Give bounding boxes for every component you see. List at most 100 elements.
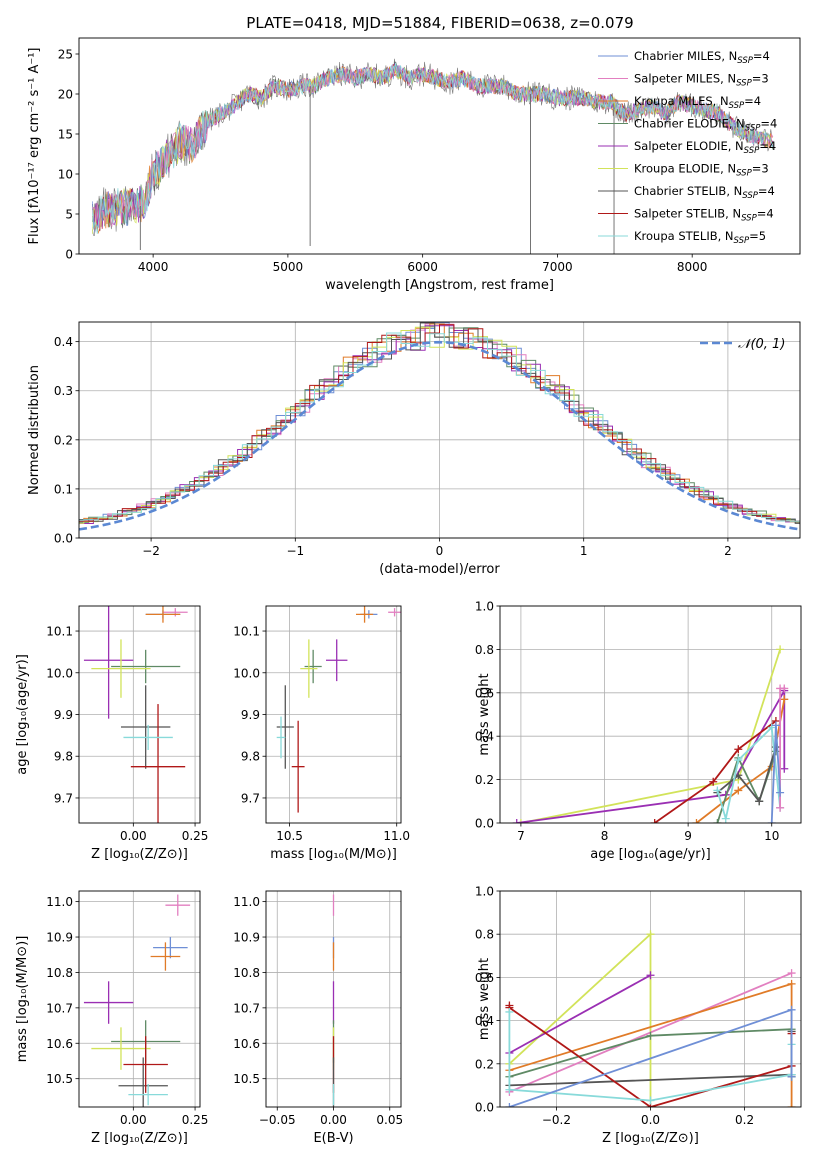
legend-entry: Chabrier STELIB, NSSP=4 (634, 184, 775, 201)
weight-series-chabrier-miles (767, 721, 785, 823)
y-tick-label: 10.6 (233, 1037, 260, 1051)
weight-marker (646, 971, 655, 980)
y-axis-label: mass weight (477, 673, 492, 755)
x-tick-label: 0.25 (182, 1113, 209, 1127)
model-spectrum-kroupa-stelib (92, 62, 774, 235)
legend-text: Salpeter STELIB, N (634, 207, 741, 221)
errorbar-chabrier-stelib (118, 1057, 168, 1107)
weight-marker (787, 979, 796, 988)
weight-marker (771, 721, 780, 730)
legend-entry: Kroupa ELODIE, NSSP=3 (634, 162, 769, 179)
x-tick-label: 4000 (138, 260, 169, 274)
weight-marker (787, 969, 796, 978)
y-tick-label: 10.1 (46, 625, 73, 639)
weight-series-salpeter-elodie (512, 686, 789, 823)
x-tick-label: 2 (724, 544, 732, 558)
plot-age-vs-mass: 10.5 11.0 9.7 9.8 9.9 10.0 10.1 mass [log₁₀(M/M… (233, 605, 410, 862)
plot-area-spectrum (92, 58, 774, 254)
legend-subscript: SSP (736, 169, 752, 179)
y-tick-label: 0.6 (475, 686, 494, 700)
weight-marker (787, 1005, 796, 1014)
x-tick-label: 9 (684, 829, 692, 843)
y-tick-label: 0.8 (475, 928, 494, 942)
legend-entry: Chabrier MILES, NSSP=4 (634, 49, 770, 66)
errorbar-kroupa-miles (356, 606, 374, 623)
y-tick-label: 9.8 (54, 750, 73, 764)
weight-series-kroupa-elodie (505, 930, 655, 1105)
y-axis-label: age [log₁₀(age/yr)] (15, 654, 30, 775)
errorbar-chabrier-miles (153, 937, 188, 959)
errorbar-salpeter-miles (165, 894, 191, 916)
y-axis-label: mass weight (477, 958, 492, 1040)
y-tick-label: 10.6 (46, 1037, 73, 1051)
normal-curve (79, 340, 800, 531)
y-tick-label: 0.2 (475, 1057, 494, 1071)
errorbar-salpeter-stelib (291, 720, 305, 813)
legend-count: =4 (759, 139, 776, 153)
errorbar-kroupa-miles (150, 942, 181, 971)
x-tick-label: 0.00 (120, 1113, 147, 1127)
histogram-chabrier-stelib (79, 322, 800, 524)
y-tick-label: 0.8 (475, 643, 494, 657)
weight-marker (776, 803, 785, 812)
weight-marker (713, 819, 722, 823)
plot-spectrum: 4000 5000 6000 7000 8000 0 5 10 15 20 25 wavelength… (27, 37, 801, 293)
weight-marker (734, 786, 743, 795)
legend-entry: Kroupa STELIB, NSSP=5 (634, 229, 766, 246)
legend-subscript: SSP (729, 101, 745, 111)
y-tick-label: 0.6 (475, 971, 494, 985)
plot-area-age-vs-mass (276, 606, 401, 813)
y-tick-label: 11.0 (46, 895, 73, 909)
errorbar-chabrier-elodie (304, 649, 322, 684)
weight-line (716, 751, 777, 823)
x-tick-label: 10.5 (276, 829, 303, 843)
axes-frame (499, 605, 802, 824)
errorbar-salpeter-stelib (130, 704, 186, 823)
weight-line (508, 974, 651, 1054)
axes-frame (265, 605, 402, 824)
legend-text: Kroupa ELODIE, N (634, 162, 736, 176)
legend-count: =4 (758, 184, 775, 198)
axes-frame (78, 37, 801, 255)
legend-entry: Salpeter MILES, NSSP=3 (634, 72, 769, 89)
legend-entry: 𝒩(0, 1) (738, 337, 785, 352)
y-tick-label: 9.9 (241, 708, 260, 722)
y-tick-label: 20 (58, 88, 73, 102)
plot-area-weight-vs-age (512, 645, 789, 823)
y-tick-label: 10.8 (233, 966, 260, 980)
weight-marker (787, 1072, 796, 1081)
x-tick-label: −0.05 (259, 1113, 296, 1127)
y-tick-label: 10.7 (46, 1001, 73, 1015)
legend-count: =3 (752, 162, 769, 176)
axes-frame (78, 321, 801, 539)
plot-residuals: −2 −1 0 1 2 0.0 0.1 0.2 0.3 0.4 (data-model)/error… (27, 321, 801, 577)
legend-entry: Salpeter STELIB, NSSP=4 (634, 207, 774, 224)
y-tick-label: 1.0 (475, 885, 494, 899)
legend-subscript: SSP (744, 146, 760, 156)
plot-area-weight-vs-Z (505, 930, 796, 1107)
weight-marker (734, 745, 743, 754)
y-tick-label: 11.0 (233, 895, 260, 909)
errorbar-chabrier-stelib (276, 685, 294, 769)
weight-series-salpeter-miles (776, 684, 789, 812)
plot-age-vs-Z: 0.00 0.25 9.7 9.8 9.9 10.0 10.1 Z [log₁₀(Z/Z⊙)]… (15, 605, 208, 862)
histogram-kroupa-stelib (79, 332, 800, 522)
legend-subscript: SSP (742, 191, 758, 201)
y-axis-label: Normed distribution (27, 365, 42, 495)
y-tick-label: 10.5 (233, 1072, 260, 1086)
x-tick-label: 0.0 (641, 1113, 660, 1127)
weight-series-salpeter-stelib (650, 717, 780, 823)
y-tick-label: 10 (58, 168, 73, 182)
errorbar-salpeter-elodie (83, 981, 134, 1024)
plot-mass-vs-Z: 0.00 0.25 10.5 10.6 10.7 10.8 10.9 11.0 Z [log₁₀… (15, 890, 209, 1146)
y-tick-label: 0.2 (54, 433, 73, 447)
y-tick-label: 10.5 (46, 1072, 73, 1086)
legend-count: =5 (749, 229, 766, 243)
legend-count: =4 (760, 117, 777, 131)
y-tick-label: 10.0 (233, 666, 260, 680)
legend-entry: Salpeter ELODIE, NSSP=4 (634, 139, 776, 156)
x-axis-label: Z [log₁₀(Z/Z⊙)] (91, 1131, 188, 1146)
weight-marker (505, 1103, 514, 1107)
weight-marker (787, 1103, 796, 1107)
